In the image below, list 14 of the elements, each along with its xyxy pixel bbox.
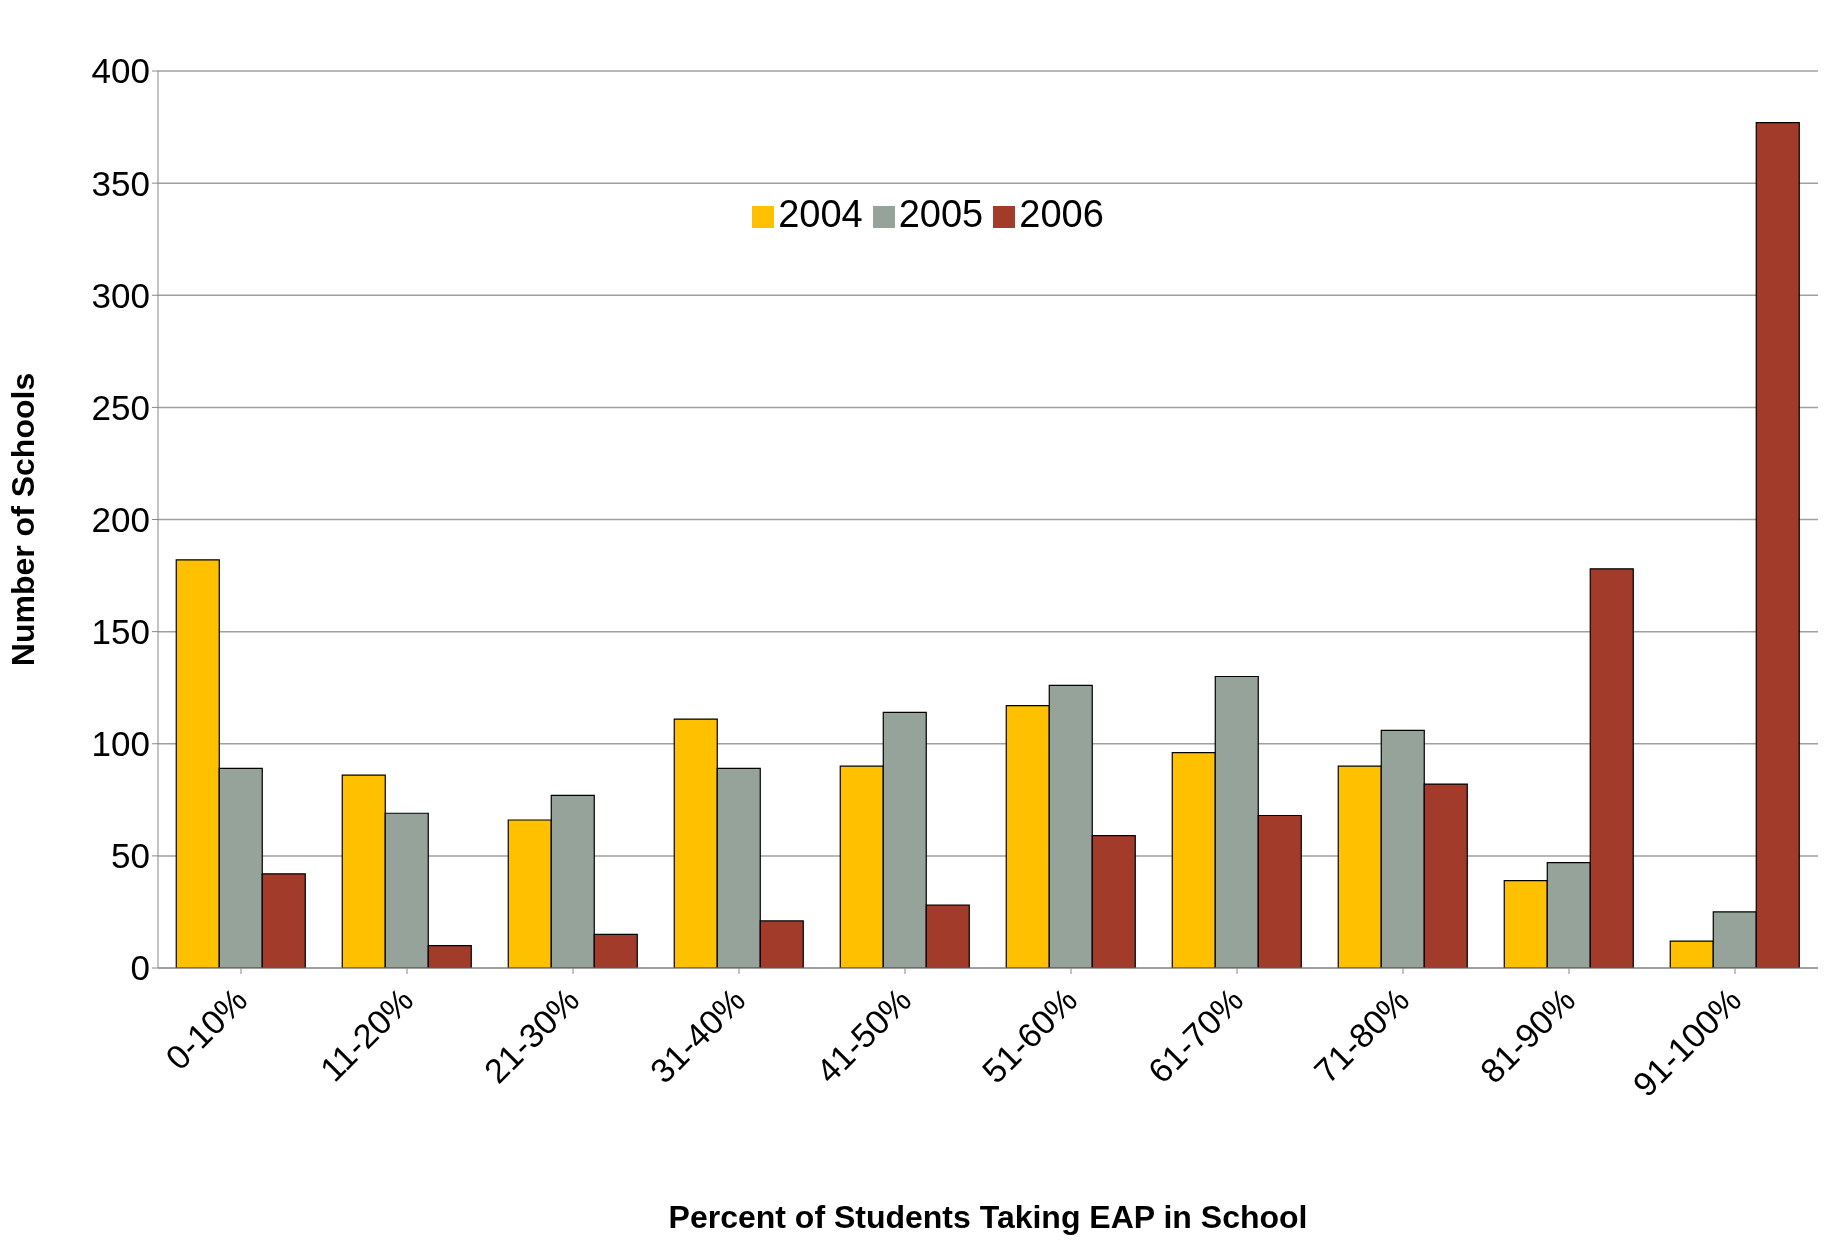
legend-label: 2005 [898,193,984,235]
legend-label: 2006 [1019,193,1104,235]
y-tick-label: 350 [91,163,150,203]
y-tick-label: 150 [91,612,150,652]
y-axis-title: Number of Schools [5,372,42,667]
y-tick-label: 250 [91,387,150,427]
y-tick-label: 100 [91,724,150,764]
legend-label: 2004 [778,193,863,235]
y-tick-label: 0 [130,948,150,988]
y-tick-label: 200 [91,499,150,539]
y-tick-label: 400 [91,51,150,91]
y-tick-label: 300 [91,275,150,315]
y-tick-label: 50 [111,836,150,876]
x-axis-title: Percent of Students Taking EAP in School [668,1199,1308,1235]
